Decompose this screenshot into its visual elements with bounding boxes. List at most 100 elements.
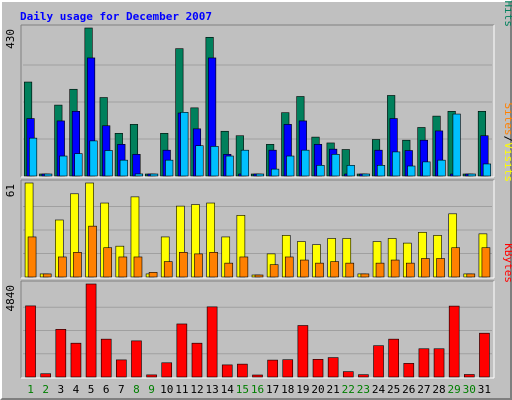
bar-kbytes-day-5 [85, 283, 97, 378]
bar-sites-day-23 [360, 273, 370, 278]
bar-sites-day-17 [269, 264, 279, 278]
bar-sites-day-30 [466, 273, 476, 278]
bar-pages-day-31 [482, 163, 491, 177]
bar-kbytes-day-16 [252, 374, 263, 378]
bar-sites-day-21 [330, 261, 339, 278]
bar-kbytes-day-12 [191, 342, 203, 378]
bar-pages-day-11 [180, 112, 189, 177]
day-label: 21 [327, 383, 340, 396]
bar-kbytes-day-22 [342, 371, 354, 378]
bar-pages-day-14 [225, 155, 234, 177]
bar-pages-day-4 [74, 153, 83, 177]
bar-pages-day-2 [44, 173, 53, 177]
day-label: 23 [357, 383, 370, 396]
day-label: 28 [432, 383, 445, 396]
bar-pages-day-27 [422, 161, 431, 177]
bar-kbytes-day-30 [464, 374, 475, 378]
day-label: 20 [311, 383, 324, 396]
bar-kbytes-day-15 [237, 363, 248, 378]
bar-kbytes-day-17 [267, 359, 278, 378]
bar-kbytes-day-3 [55, 329, 67, 378]
day-label: 3 [58, 383, 65, 396]
day-label: 29 [448, 383, 461, 396]
bar-sites-day-22 [345, 262, 355, 278]
bar-pages-day-24 [376, 165, 386, 177]
bar-pages-day-22 [346, 165, 355, 177]
legend-entry: Hits [502, 1, 512, 28]
bar-sites-day-1 [27, 236, 37, 278]
bar-sites-day-13 [209, 252, 218, 278]
panel-legend: Sites/Visits [502, 103, 512, 183]
bar-kbytes-day-31 [479, 332, 490, 378]
bar-kbytes-day-8 [131, 340, 142, 378]
bar-sites-day-26 [405, 262, 415, 278]
bar-sites-day-12 [194, 253, 203, 278]
day-label: 7 [118, 383, 125, 396]
legend-entry: / [502, 0, 512, 1]
bar-kbytes-day-29 [448, 305, 460, 378]
bar-kbytes-day-1 [25, 305, 36, 378]
bar-pages-day-21 [331, 154, 340, 177]
bar-sites-day-11 [179, 252, 188, 278]
bar-kbytes-day-18 [282, 359, 294, 378]
day-label: 27 [417, 383, 430, 396]
bar-sites-day-8 [133, 256, 143, 278]
bar-kbytes-day-19 [297, 325, 309, 378]
day-label: 24 [372, 383, 386, 396]
day-label: 6 [103, 383, 110, 396]
bar-sites-day-19 [300, 259, 309, 278]
legend-entry: KBytes [502, 243, 512, 283]
day-label: 13 [205, 383, 218, 396]
y-max-label: 430 [4, 29, 17, 49]
bar-kbytes-day-28 [433, 348, 445, 378]
bar-sites-day-31 [481, 247, 491, 278]
panel-background [21, 281, 494, 378]
bar-kbytes-day-20 [312, 359, 324, 378]
bar-sites-day-16 [254, 274, 264, 278]
bar-sites-day-15 [239, 256, 249, 278]
bar-sites-day-14 [224, 262, 234, 278]
chart-title: Daily usage for December 2007 [20, 10, 212, 23]
legend-entry: / [502, 136, 512, 143]
bar-sites-day-20 [315, 262, 324, 278]
day-label: 15 [236, 383, 249, 396]
bar-pages-day-6 [104, 150, 113, 177]
bar-pages-day-28 [437, 159, 446, 177]
day-label: 18 [281, 383, 294, 396]
day-label: 12 [190, 383, 203, 396]
bar-pages-day-17 [271, 168, 280, 177]
bar-sites-day-24 [375, 262, 385, 278]
bar-kbytes-day-9 [146, 374, 157, 378]
bar-kbytes-day-25 [388, 338, 399, 378]
bar-pages-day-23 [361, 173, 370, 177]
panel-legend: Pages/Files/Hits [502, 0, 512, 27]
bar-kbytes-day-13 [206, 306, 218, 378]
bar-kbytes-day-10 [161, 362, 173, 378]
day-label: 22 [342, 383, 355, 396]
day-label: 17 [266, 383, 279, 396]
bar-pages-day-16 [255, 173, 265, 177]
day-label: 30 [463, 383, 476, 396]
bar-sites-day-25 [390, 259, 400, 278]
bar-pages-day-19 [301, 149, 310, 177]
day-label: 26 [402, 383, 415, 396]
legend-entry: Visits [502, 142, 512, 182]
bar-pages-day-10 [165, 159, 174, 177]
bar-pages-day-3 [59, 155, 68, 177]
bar-pages-day-1 [29, 137, 38, 177]
day-label: 14 [221, 383, 235, 396]
legend-entry: Sites [502, 103, 512, 136]
bar-pages-day-7 [119, 159, 128, 177]
bar-pages-day-9 [150, 173, 159, 177]
bar-sites-day-6 [103, 247, 113, 278]
day-label: 25 [387, 383, 400, 396]
bar-pages-day-29 [452, 113, 461, 177]
day-label: 8 [133, 383, 140, 396]
panel-middle: 61 Sites/Visits [4, 103, 512, 279]
bar-pages-day-25 [392, 151, 401, 177]
bar-pages-day-30 [467, 173, 476, 177]
bar-sites-day-28 [436, 258, 445, 278]
bar-kbytes-day-14 [221, 364, 233, 378]
bar-sites-day-4 [73, 252, 82, 278]
